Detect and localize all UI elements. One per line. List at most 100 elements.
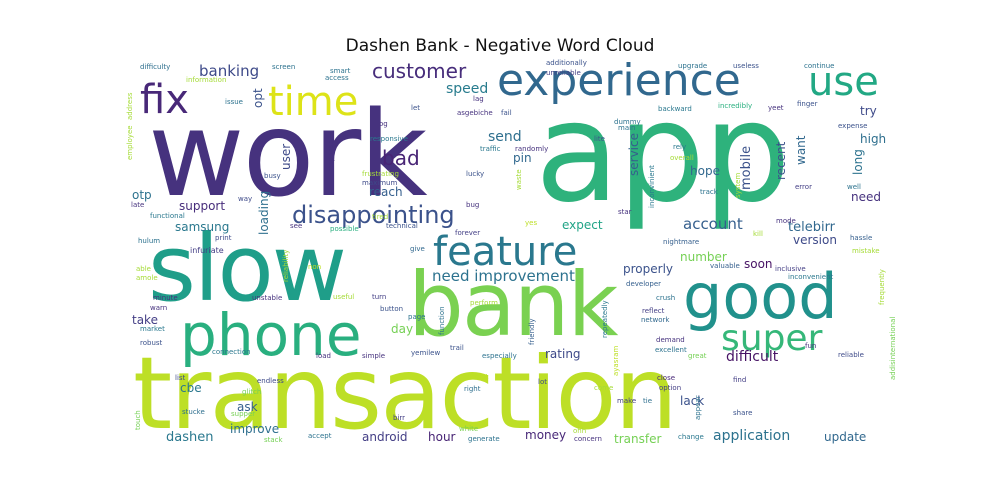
word-function: function [438, 306, 446, 335]
word-give: give [410, 245, 425, 253]
word-soon: soon [744, 257, 773, 271]
word-market: market [140, 325, 165, 333]
word-appear: appear [694, 395, 702, 420]
word-otp: otp [132, 188, 152, 202]
word-share: share [733, 409, 752, 417]
word-endless: endless [257, 377, 284, 385]
word-perform: perform [470, 299, 498, 307]
word-connection: connection [212, 348, 251, 356]
word-finger: finger [797, 100, 818, 108]
word-inconvenient: inconvenient [788, 273, 834, 281]
word-print: print [215, 234, 232, 242]
word-maximum: maximum [362, 179, 397, 187]
word-unstable: unstable [252, 294, 282, 302]
word-ask: ask [237, 400, 258, 414]
word-overall: overall [670, 154, 694, 162]
word-samsung: samsung [175, 220, 229, 234]
word-transaction: transaction [133, 335, 676, 452]
word-concern: concern [574, 435, 602, 443]
word-demand: demand [656, 336, 685, 344]
word-account: account [683, 215, 743, 233]
word-application: application [713, 428, 790, 444]
word-amole: amole [136, 274, 158, 282]
word-additionally: additionally [546, 59, 587, 67]
word-system: system [734, 173, 742, 198]
word-tired: tired [372, 213, 388, 221]
word-technical: technical [386, 222, 418, 230]
word-yeet: yeet [768, 104, 784, 112]
word-version: version [793, 233, 837, 247]
word-page: page [408, 313, 425, 321]
word-opt: opt [251, 88, 265, 108]
word-fail: fail [501, 109, 512, 117]
word-android: android [362, 430, 408, 444]
word-backward: backward [658, 105, 692, 113]
word-use: use [808, 59, 879, 105]
word-supper: supper [231, 410, 255, 418]
word-especially: especially [482, 352, 517, 360]
word-track: track [700, 188, 719, 196]
word-forever: forever [455, 229, 480, 237]
word-properly: properly [623, 262, 673, 276]
word-money: money [525, 428, 566, 442]
word-recent: recent [774, 141, 788, 180]
word-see: see [290, 222, 302, 230]
word-repeatedly: repeatedly [601, 300, 609, 338]
word-lot: lot [538, 378, 547, 386]
word-let: let [411, 104, 420, 112]
word-trail: trail [450, 344, 464, 352]
word-fun: fun [805, 342, 816, 350]
word-well: well [847, 183, 861, 191]
word-reach: reach [369, 185, 403, 199]
word-list: list [175, 374, 186, 382]
word-inconvinient: inconvinient [648, 165, 656, 208]
word-bad: bad [382, 146, 420, 170]
word-receipt: receipt [464, 373, 489, 381]
word-network: network [641, 316, 670, 324]
word-main: main [618, 124, 636, 132]
word-frustrating: frustrating [362, 170, 399, 178]
word-waste: waste [515, 169, 523, 190]
word-error: error [795, 183, 812, 191]
word-expect: expect [562, 218, 603, 232]
word-possible: possible [330, 225, 359, 233]
word-hassle: hassle [850, 234, 872, 242]
word-bug: bug [466, 201, 479, 209]
word-reflect: reflect [642, 307, 665, 315]
word-issue: issue [225, 98, 243, 106]
word-asgebiche: asgebiche [457, 109, 493, 117]
word-bank: bank [408, 253, 619, 356]
word-useless: useless [733, 62, 759, 70]
word-yes: yes [525, 219, 537, 227]
word-excellent: excellent [655, 346, 687, 354]
word-app: app [535, 72, 789, 233]
word-difficulty: difficulty [140, 63, 170, 71]
word-option: option [659, 384, 681, 392]
word-accept: accept [308, 432, 332, 440]
word-improve: improve [230, 422, 279, 436]
word-phone: phone [180, 301, 362, 369]
word-close: close [657, 374, 675, 382]
word-reliability: reliability [282, 250, 290, 282]
word-friendly: friendly [528, 318, 536, 345]
word-employee: employee [126, 125, 134, 160]
word-generate: generate [468, 435, 500, 443]
word-reliable: reliable [838, 351, 864, 359]
word-send: send [488, 129, 522, 145]
word-ayasram: ayasram [612, 345, 620, 376]
word-address: address [126, 92, 134, 120]
word-rating: rating [545, 347, 581, 361]
word-fix: fix [140, 77, 189, 123]
word-screen: screen [272, 63, 295, 71]
word-late: late [131, 201, 144, 209]
word-responsive: responsive [370, 135, 408, 143]
word-day: day [391, 322, 413, 336]
word-frequently: frequently [878, 269, 886, 305]
word-disappointing: disappointing [292, 201, 455, 229]
word-feature: feature [433, 229, 577, 275]
word-number: number [680, 250, 727, 264]
word-addisinternational: addisinternational [889, 317, 897, 380]
word-try: try [860, 104, 877, 118]
word-able: able [136, 265, 151, 273]
word-user: user [279, 144, 293, 170]
